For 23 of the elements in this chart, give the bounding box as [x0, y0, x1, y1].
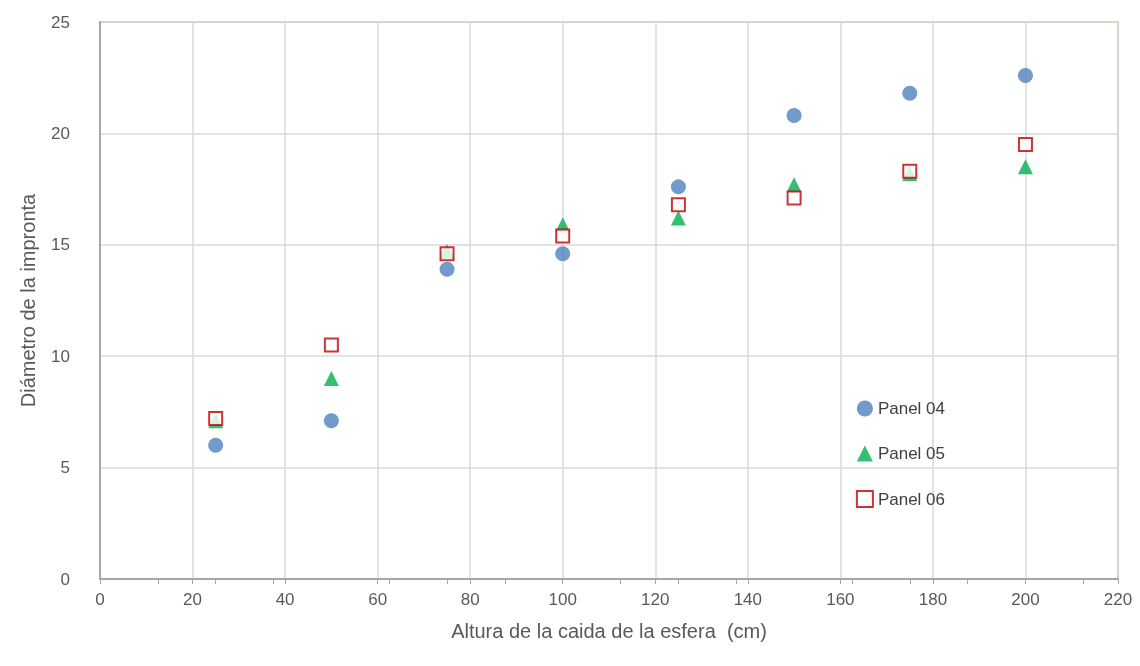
x-tick-label: 40	[275, 590, 295, 609]
x-axis-title: Altura de la caida de la esfera (cm)	[451, 620, 767, 642]
x-tick-label: 160	[826, 590, 855, 609]
x-tick-label: 60	[368, 590, 388, 609]
x-tick-label: 140	[733, 590, 763, 609]
legend-label: Panel 04	[877, 399, 946, 418]
x-tick-label: 180	[918, 590, 948, 609]
y-tick-label: 25	[51, 12, 70, 32]
x-tick-label: 100	[548, 590, 577, 609]
x-tick-label: 20	[183, 590, 203, 609]
y-tick-label: 15	[51, 235, 70, 255]
x-tick-label: 200	[1011, 590, 1040, 609]
y-axis-title: Diámetro de la impronta	[17, 192, 39, 408]
y-tick-label: 20	[51, 123, 70, 143]
legend-label: Panel 06	[877, 489, 946, 509]
x-tick-label: 120	[641, 590, 670, 609]
y-tick-label: 10	[51, 346, 70, 366]
y-tick-label: 5	[60, 458, 70, 478]
x-tick-label: 80	[460, 590, 480, 609]
y-tick-label: 0	[60, 569, 70, 589]
x-tick-label: 220	[1103, 590, 1133, 609]
legend-label: Panel 05	[877, 444, 946, 463]
x-tick-label: 0	[95, 590, 105, 609]
